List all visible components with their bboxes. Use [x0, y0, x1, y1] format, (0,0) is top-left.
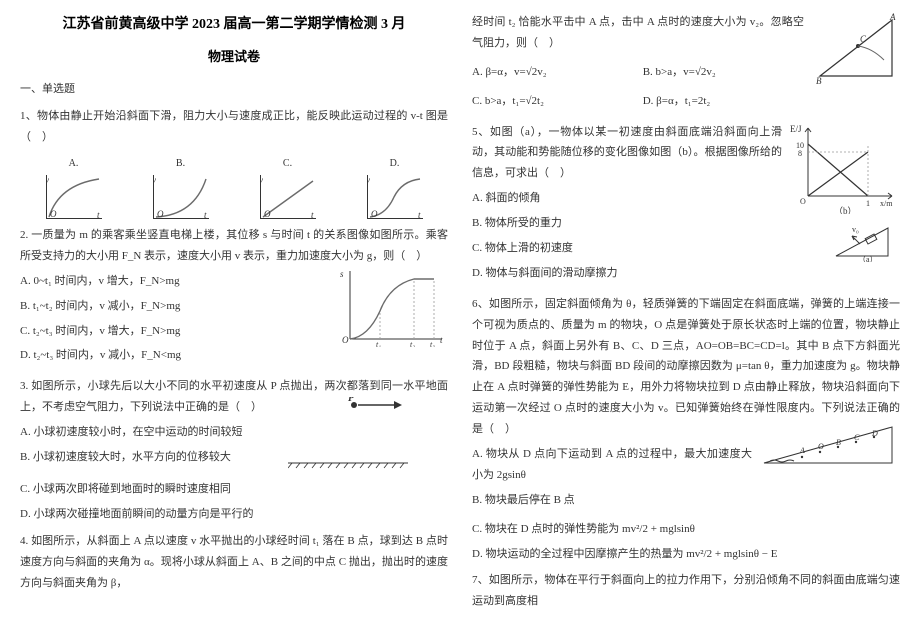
q5-figure-a: v₀ （a） [830, 218, 900, 262]
svg-text:t₁: t₁ [376, 340, 381, 347]
q3-opt-d: D. 小球两次碰撞地面前瞬间的动量方向是平行的 [20, 504, 448, 525]
q3-opt-a: A. 小球初速度较小时，在空中运动的时间较短 [20, 422, 448, 443]
svg-text:t₂: t₂ [410, 340, 415, 347]
q3-figure: P [348, 397, 408, 413]
q1-graph-a: v O t [46, 175, 102, 219]
question-2: 2. 一质量为 m 的乘客乘坐竖直电梯上楼，其位移 s 与时间 t 的关系图像如… [20, 225, 448, 370]
q1-opt-a: A. v O t [46, 154, 102, 219]
svg-text:B: B [816, 76, 822, 84]
q4-cont-text: 经时间 t₂ 恰能水平击中 A 点，击中 A 点时的速度大小为 v₂。忽略空气阻… [472, 16, 804, 49]
svg-text:C: C [854, 433, 860, 442]
q5-text: 5、如图（a），一物体以某一初速度由斜面底端沿斜面向上滑动，其动能和势能随位移的… [472, 126, 782, 180]
question-4-cont: A C B 经时间 t₂ 恰能水平击中 A 点，击中 A 点时的速度大小为 v₂… [472, 12, 900, 116]
svg-text:v₀: v₀ [852, 225, 859, 234]
q6-figure: A O B C D [760, 419, 900, 469]
svg-text:O: O [800, 197, 806, 206]
q4-opt-a: A. β=α，v=√2v₂ [472, 62, 625, 83]
svg-text:O: O [818, 442, 824, 451]
svg-text:A: A [889, 12, 896, 22]
svg-text:O: O [342, 335, 349, 345]
q6-opt-d: D. 物块运动的全过程中因摩擦产生的热量为 mv²/2 + mglsinθ − … [472, 544, 900, 565]
q6-opt-b: B. 物块最后停在 B 点 [472, 490, 900, 511]
q5-graph-b: E/J 10 8 O 1 x/m （b） [790, 122, 900, 214]
q1-opt-b: B. v O t [153, 154, 209, 219]
svg-text:B: B [836, 438, 841, 447]
svg-text:v: v [154, 175, 156, 185]
q1-graph-d: v O t [367, 175, 423, 219]
svg-text:t: t [204, 210, 207, 219]
question-6: 6、如图所示，固定斜面倾角为 θ，轻质弹簧的下端固定在斜面底端，弹簧的上端连接一… [472, 294, 900, 565]
q6-text: 6、如图所示，固定斜面倾角为 θ，轻质弹簧的下端固定在斜面底端，弹簧的上端连接一… [472, 298, 900, 435]
q4-opt-b: B. b>a，v=√2v₂ [643, 62, 796, 83]
svg-text:v: v [368, 175, 370, 185]
svg-text:O: O [50, 209, 57, 219]
q1-opt-c: C. v O t [260, 154, 316, 219]
q6-opt-c: C. 物块在 D 点时的弹性势能为 mv²/2 + mglsinθ [472, 519, 900, 540]
svg-text:v: v [261, 175, 263, 185]
svg-text:t₃: t₃ [430, 340, 435, 347]
q3-ground [288, 461, 408, 469]
svg-text:t: t [311, 210, 314, 219]
svg-text:t: t [440, 335, 443, 345]
svg-text:O: O [264, 209, 271, 219]
q3-opt-c: C. 小球两次即将碰到地面时的瞬时速度相同 [20, 479, 448, 500]
question-1: 1、物体由静止开始沿斜面下滑，阻力大小与速度成正比，能反映此运动过程的 v-t … [20, 106, 448, 148]
q1-opt-d: D. v O t [367, 154, 423, 219]
q1-options: A. v O t B. v O t C. [20, 154, 448, 219]
question-3: 3. 如图所示，小球先后以大小不同的水平初速度从 P 点抛出，两次都落到同一水平… [20, 376, 448, 524]
q2-opt-d: D. t₂~t₃ 时间内，v 减小，F_N<mg [20, 345, 448, 366]
left-column: 江苏省前黄高级中学 2023 届高一第二学期学情检测 3 月 物理试卷 一、单选… [20, 12, 448, 625]
svg-text:v: v [47, 175, 49, 185]
svg-text:E/J: E/J [790, 124, 802, 134]
svg-text:（a）: （a） [858, 255, 878, 262]
svg-text:（b）: （b） [834, 206, 857, 214]
page-title: 江苏省前黄高级中学 2023 届高一第二学期学情检测 3 月 [20, 12, 448, 39]
q1-graph-c: v O t [260, 175, 316, 219]
svg-text:t: t [97, 210, 100, 219]
svg-text:8: 8 [798, 149, 802, 158]
svg-text:C: C [860, 34, 867, 44]
question-7: 7、如图所示，物体在平行于斜面向上的拉力作用下，分别沿倾角不同的斜面由底端匀速运… [472, 570, 900, 612]
svg-text:s: s [340, 269, 344, 279]
q4-opt-d: D. β=α，t₁=2t₂ [643, 91, 796, 112]
svg-text:A: A [799, 446, 805, 455]
right-column: A C B 经时间 t₂ 恰能水平击中 A 点，击中 A 点时的速度大小为 v₂… [472, 12, 900, 625]
q4-opt-c: C. b>a，t₁=√2t₂ [472, 91, 625, 112]
q1-graph-b: v O t [153, 175, 209, 219]
question-4: 4. 如图所示，从斜面上 A 点以速度 v 水平抛出的小球经时间 t₁ 落在 B… [20, 531, 448, 594]
svg-text:O: O [371, 209, 378, 219]
question-5: E/J 10 8 O 1 x/m （b） v₀ （a） 5、如图（a），一物体以… [472, 122, 900, 288]
svg-text:O: O [157, 209, 164, 219]
page-subtitle: 物理试卷 [20, 45, 448, 70]
q5-opt-d: D. 物体与斜面间的滑动摩擦力 [472, 263, 900, 284]
q4-triangle: A C B [812, 12, 900, 84]
svg-text:1: 1 [866, 199, 870, 208]
svg-text:x/m: x/m [880, 199, 893, 208]
q2-text: 2. 一质量为 m 的乘客乘坐竖直电梯上楼，其位移 s 与时间 t 的关系图像如… [20, 229, 448, 262]
q2-graph: s O t₁ t₂ t₃ t [338, 267, 448, 347]
svg-text:t: t [418, 210, 421, 219]
section-heading: 一、单选题 [20, 79, 448, 100]
svg-text:P: P [348, 397, 355, 404]
